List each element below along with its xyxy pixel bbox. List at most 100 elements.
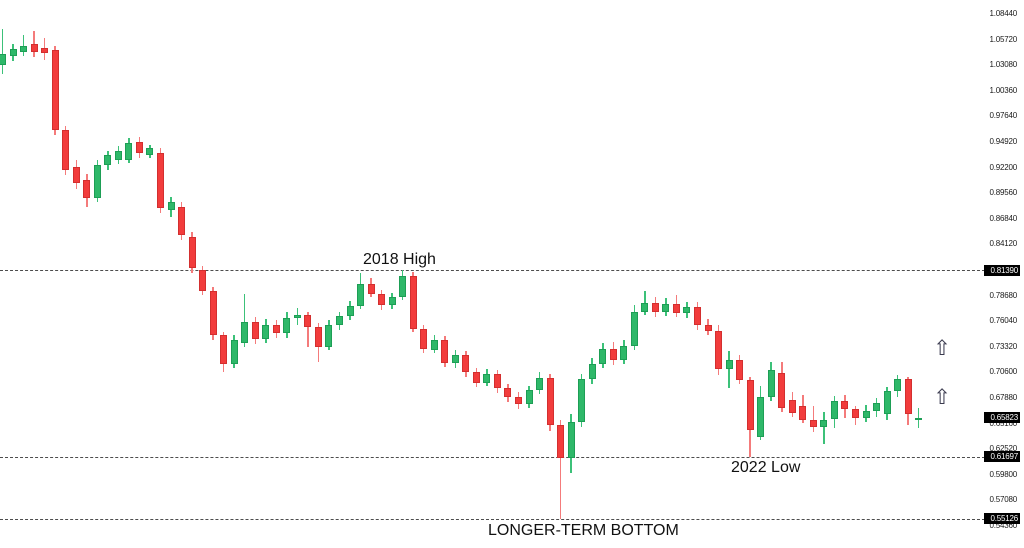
candle-body	[609, 348, 617, 360]
candle-body	[83, 180, 91, 199]
y-axis-tick: 0.70600	[989, 367, 1017, 377]
candle-body	[704, 324, 712, 331]
candle-body	[199, 270, 207, 291]
candle-body	[862, 411, 870, 418]
candle-body	[104, 155, 112, 165]
annotation-2018-high: 2018 High	[363, 251, 436, 268]
y-axis-tick: 0.59800	[989, 469, 1017, 479]
candle-body	[767, 370, 775, 397]
annotation-2022-low: 2022 Low	[731, 459, 801, 476]
candle-wick	[307, 311, 309, 347]
candle-wick	[22, 35, 25, 56]
y-axis-tick: 0.92200	[989, 162, 1017, 172]
candle-body	[420, 328, 428, 350]
candle-body	[62, 129, 70, 171]
candle-body	[662, 304, 670, 312]
candle-body	[304, 315, 312, 327]
candle-body	[336, 316, 343, 325]
candle-body	[641, 303, 649, 312]
y-axis-tick: 0.65160	[989, 418, 1017, 428]
candle-wick	[559, 419, 562, 519]
y-axis-tick: 0.97640	[989, 111, 1017, 121]
candle-body	[325, 324, 333, 347]
y-axis-tick: 0.57080	[989, 495, 1017, 505]
y-axis-tick: 1.00360	[989, 85, 1017, 95]
candle-body	[451, 355, 459, 363]
price-tag: 0.55126	[984, 513, 1020, 525]
candle-body	[599, 348, 607, 364]
candle-body	[651, 303, 659, 312]
candle-body	[873, 402, 880, 411]
candle-body	[894, 378, 901, 392]
price-tag: 0.65823	[984, 412, 1020, 423]
candle-body	[0, 53, 6, 65]
candle-body	[314, 326, 322, 347]
candle-body	[915, 417, 923, 420]
candle-body	[904, 378, 912, 414]
candle-body	[262, 324, 270, 340]
candle-body	[241, 322, 249, 343]
candle-body	[630, 311, 638, 346]
candle-body	[378, 293, 386, 306]
candle-body	[736, 359, 744, 380]
candle-body	[430, 340, 438, 350]
candle-wick	[243, 293, 246, 347]
candle-body	[746, 379, 754, 430]
candle-body	[504, 388, 512, 397]
candle-body	[851, 409, 859, 418]
key-level-line	[0, 270, 985, 272]
y-axis-tick: 0.94920	[989, 137, 1017, 146]
key-level-line	[0, 518, 985, 520]
price-tag: 0.61697	[984, 451, 1020, 462]
y-axis-tick: 0.62520	[989, 443, 1017, 453]
candle-body	[399, 275, 407, 298]
candle-body	[41, 47, 49, 54]
candle-body	[493, 374, 501, 389]
candle-body	[483, 374, 491, 383]
candle-body	[820, 419, 828, 428]
candle-body	[757, 396, 765, 437]
candle-body	[715, 330, 722, 370]
y-axis-tick: 1.03080	[989, 59, 1017, 69]
candle-body	[694, 306, 701, 325]
candle-body	[578, 378, 586, 423]
candle-body	[557, 425, 565, 459]
candle-body	[283, 318, 291, 334]
candle-body	[367, 284, 375, 294]
y-axis-tick: 1.08440	[989, 9, 1017, 18]
candle-body	[672, 304, 680, 313]
candle-body	[167, 201, 175, 210]
candle-body	[567, 422, 575, 459]
annotation-longer-term-bottom: LONGER-TERM BOTTOM	[488, 522, 679, 539]
candle-body	[725, 359, 733, 370]
candle-body	[272, 324, 280, 334]
candle-body	[809, 419, 817, 428]
candle-body	[125, 143, 133, 161]
candle-body	[588, 363, 596, 379]
candle-body	[20, 46, 28, 52]
price-tag: 0.81390	[984, 264, 1020, 276]
candle-body	[830, 400, 838, 420]
candle-body	[525, 390, 533, 405]
candle-body	[472, 372, 480, 383]
candle-body	[30, 44, 38, 53]
candle-body	[93, 164, 101, 198]
up-arrow-icon: ⇧	[933, 385, 951, 409]
candle-body	[51, 50, 59, 130]
candle-body	[293, 315, 301, 319]
y-axis-tick: 0.78680	[989, 290, 1017, 300]
candle-body	[178, 206, 185, 235]
candle-body	[209, 290, 217, 336]
candle-body	[799, 406, 807, 420]
up-arrow-icon: ⇧	[933, 337, 951, 360]
candle-body	[388, 297, 396, 305]
candle-body	[346, 306, 354, 317]
candle-body	[230, 340, 238, 364]
y-axis-tick: 0.76040	[989, 315, 1017, 325]
candle-body	[441, 340, 449, 363]
candle-body	[146, 148, 154, 155]
candle-body	[72, 166, 80, 184]
candle-body	[114, 150, 122, 161]
candle-body	[156, 153, 164, 209]
